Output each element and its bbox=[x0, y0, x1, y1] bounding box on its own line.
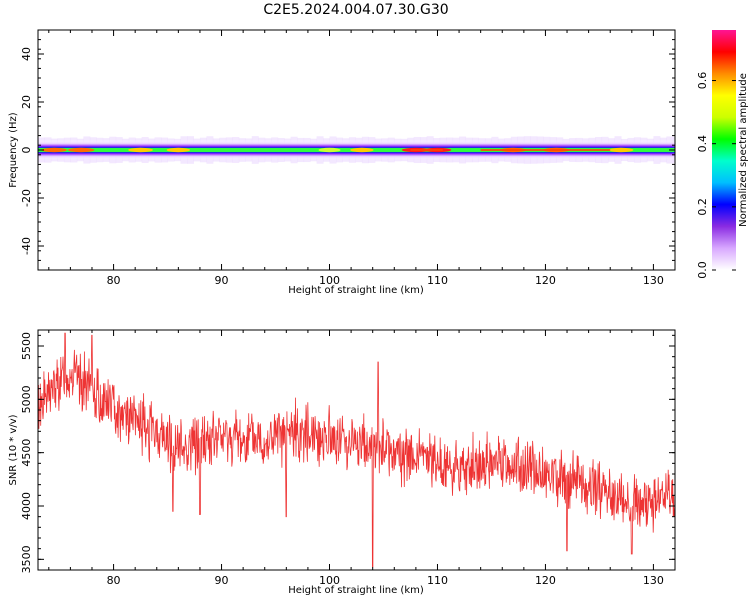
spectrogram-peak bbox=[350, 147, 374, 153]
snr-ytick-label: 5500 bbox=[20, 332, 33, 360]
colorbar-gradient bbox=[712, 30, 736, 270]
colorbar-tick-label: 0.0 bbox=[696, 261, 709, 279]
spectrogram-peak bbox=[608, 147, 634, 153]
spectrogram-panel: 80 90 100 110 120 130 -40 -20 0 20 40 Height of st… bbox=[8, 29, 676, 296]
spectrogram-ytick-label: -20 bbox=[20, 189, 33, 207]
colorbar-tick-label: 0.4 bbox=[696, 135, 709, 153]
spectrogram-peak bbox=[318, 147, 341, 153]
spectrogram-peak bbox=[128, 147, 153, 153]
spectrogram-xtick-label: 110 bbox=[427, 274, 448, 287]
colorbar-label: Normalized spectral amplitude bbox=[738, 73, 749, 227]
snr-ytick-label: 4000 bbox=[20, 492, 33, 520]
snr-frame bbox=[37, 329, 676, 571]
spectrogram-ytick-label: 20 bbox=[20, 95, 33, 109]
snr-ylabel: SNR (10 * v/v) bbox=[8, 414, 19, 485]
spectrogram-peak bbox=[67, 147, 95, 153]
figure-title: C2E5.2024.004.07.30.G30 bbox=[263, 2, 448, 18]
colorbar-tick-label: 0.6 bbox=[696, 72, 709, 90]
snr-xtick-label: 90 bbox=[215, 574, 229, 587]
snr-ytick-label: 3500 bbox=[20, 545, 33, 573]
snr-xlabel: Height of straight line (km) bbox=[288, 585, 424, 596]
spectrogram-streak bbox=[410, 149, 443, 152]
spectrogram-xtick-label: 130 bbox=[643, 274, 664, 287]
spectrogram-peak bbox=[166, 147, 191, 153]
snr-xtick-label: 100 bbox=[319, 574, 340, 587]
colorbar-tick-label: 0.2 bbox=[696, 198, 709, 216]
spectrogram-peak bbox=[41, 147, 67, 153]
spectrogram-ytick-label: 40 bbox=[20, 47, 33, 61]
spectrogram-xlabel: Height of straight line (km) bbox=[288, 285, 424, 296]
snr-series-line bbox=[38, 332, 675, 568]
spectrogram-ytick-label: -40 bbox=[20, 237, 33, 255]
snr-panel: 80 90 100 110 120 130 3500 4000 4500 5000 5500 Hei… bbox=[8, 329, 676, 596]
spectrogram-streak bbox=[480, 149, 611, 152]
snr-ytick-label: 5000 bbox=[20, 385, 33, 413]
spectrogram-xtick-label: 120 bbox=[535, 274, 556, 287]
snr-xtick-label: 110 bbox=[427, 574, 448, 587]
snr-xtick-label: 80 bbox=[107, 574, 121, 587]
snr-xtick-label: 130 bbox=[643, 574, 664, 587]
colorbar: 0.0 0.2 0.4 0.6 Normalized spectral amplitu… bbox=[696, 30, 749, 279]
spectrogram-xtick-label: 90 bbox=[215, 274, 229, 287]
spectrogram-xtick-label: 100 bbox=[319, 274, 340, 287]
snr-ytick-label: 4500 bbox=[20, 439, 33, 467]
snr-xtick-label: 120 bbox=[535, 574, 556, 587]
spectrogram-ylabel: Frequency (Hz) bbox=[8, 112, 19, 188]
spectrogram-xtick-label: 80 bbox=[107, 274, 121, 287]
spectrogram-ytick-label: 0 bbox=[20, 147, 33, 154]
